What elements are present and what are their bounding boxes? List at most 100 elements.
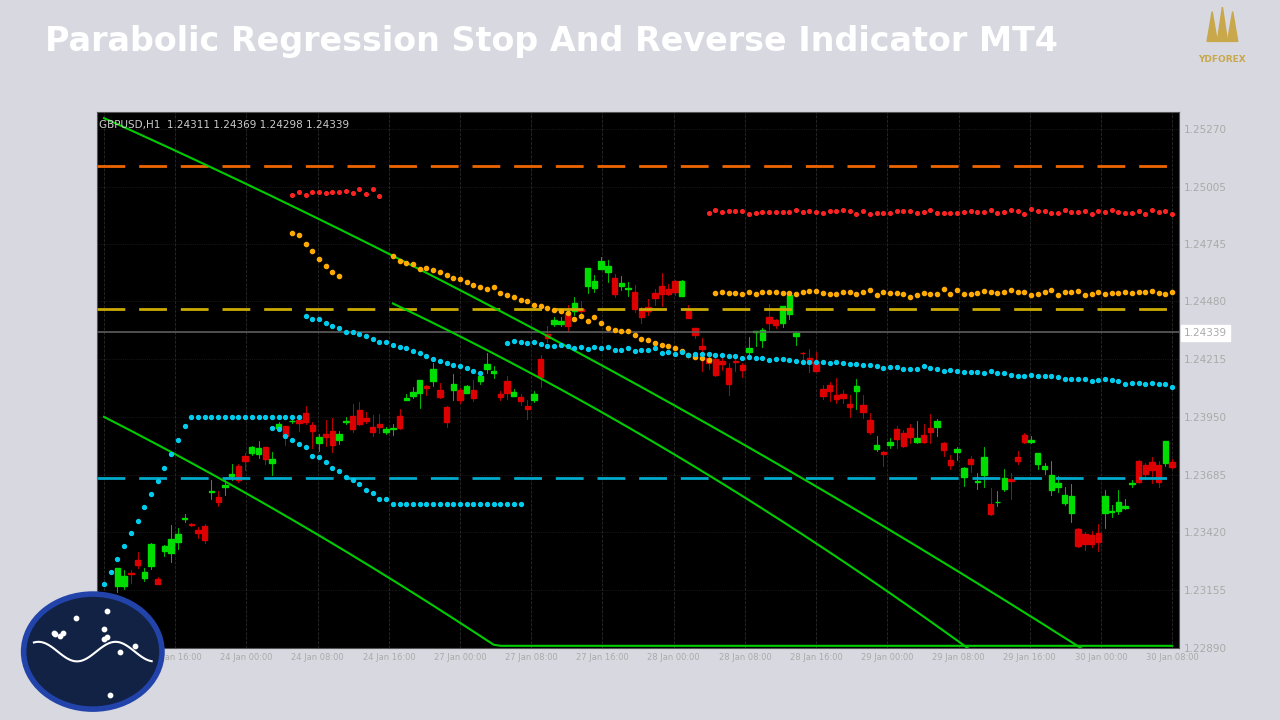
- Point: [362, 333, 383, 344]
- Point: [1135, 287, 1156, 298]
- Bar: [296, 420, 302, 423]
- Point: [342, 474, 362, 486]
- Point: [221, 411, 242, 423]
- Point: [538, 302, 558, 313]
- Bar: [827, 384, 832, 392]
- Point: [672, 346, 692, 358]
- Point: [759, 206, 780, 217]
- Bar: [746, 348, 751, 352]
- Bar: [343, 421, 348, 422]
- Point: [753, 352, 773, 364]
- Point: [974, 367, 995, 379]
- Point: [416, 263, 436, 274]
- Bar: [457, 390, 463, 400]
- Point: [819, 206, 840, 217]
- Bar: [1062, 495, 1068, 503]
- Bar: [155, 580, 160, 583]
- Bar: [914, 438, 919, 442]
- Point: [1148, 378, 1169, 390]
- Bar: [672, 281, 677, 292]
- Point: [900, 291, 920, 302]
- Point: [852, 359, 873, 371]
- Point: [1061, 206, 1082, 217]
- Point: [396, 498, 416, 510]
- Point: [147, 476, 168, 487]
- Bar: [947, 460, 954, 465]
- Bar: [1021, 436, 1027, 441]
- Point: [906, 207, 927, 219]
- Point: [799, 356, 819, 367]
- Point: [490, 288, 511, 300]
- Point: [403, 258, 424, 270]
- Point: [678, 349, 699, 361]
- Point: [174, 420, 195, 432]
- Point: [65, 613, 86, 624]
- Bar: [202, 526, 207, 540]
- Point: [1055, 204, 1075, 216]
- Point: [234, 411, 255, 423]
- Point: [302, 245, 323, 256]
- Point: [699, 207, 719, 218]
- Point: [618, 343, 639, 354]
- Point: [416, 351, 436, 362]
- Point: [288, 186, 308, 198]
- Point: [261, 411, 282, 423]
- Point: [685, 348, 705, 359]
- Point: [867, 360, 887, 372]
- Point: [242, 411, 262, 423]
- Point: [154, 462, 174, 473]
- Point: [100, 566, 120, 577]
- Bar: [968, 459, 973, 464]
- Point: [362, 184, 383, 195]
- Bar: [262, 447, 268, 459]
- Point: [1148, 206, 1169, 217]
- Point: [1094, 207, 1115, 218]
- Point: [691, 353, 712, 364]
- Point: [389, 256, 410, 267]
- Bar: [645, 307, 650, 311]
- Point: [893, 363, 914, 374]
- Point: [1068, 285, 1088, 297]
- Point: [470, 281, 490, 292]
- Point: [168, 434, 188, 446]
- Point: [987, 207, 1007, 219]
- Point: [1007, 287, 1028, 298]
- Point: [699, 348, 719, 359]
- Bar: [349, 416, 356, 428]
- Point: [887, 361, 908, 373]
- Point: [476, 283, 497, 294]
- Bar: [364, 418, 369, 420]
- Point: [806, 207, 827, 218]
- Point: [598, 323, 618, 334]
- Bar: [403, 398, 410, 400]
- Point: [335, 471, 356, 482]
- Point: [97, 631, 118, 643]
- Point: [396, 257, 416, 269]
- Point: [645, 342, 666, 354]
- Point: [759, 287, 780, 298]
- Point: [604, 344, 625, 356]
- Point: [577, 315, 598, 327]
- Point: [1088, 205, 1108, 217]
- Point: [833, 286, 854, 297]
- Point: [941, 207, 961, 218]
- Point: [968, 287, 988, 298]
- Point: [288, 229, 308, 240]
- Point: [1021, 289, 1042, 300]
- Point: [745, 207, 765, 219]
- Point: [1014, 370, 1034, 382]
- Point: [840, 358, 860, 369]
- Polygon shape: [1217, 7, 1228, 41]
- Bar: [579, 309, 584, 311]
- Bar: [1036, 454, 1041, 464]
- Point: [1156, 378, 1176, 390]
- Point: [376, 337, 397, 348]
- Point: [691, 348, 712, 360]
- Point: [1061, 286, 1082, 297]
- Point: [141, 487, 161, 499]
- Point: [443, 272, 463, 284]
- Bar: [451, 384, 456, 390]
- Bar: [759, 330, 765, 340]
- Point: [846, 359, 867, 370]
- Point: [1068, 374, 1088, 385]
